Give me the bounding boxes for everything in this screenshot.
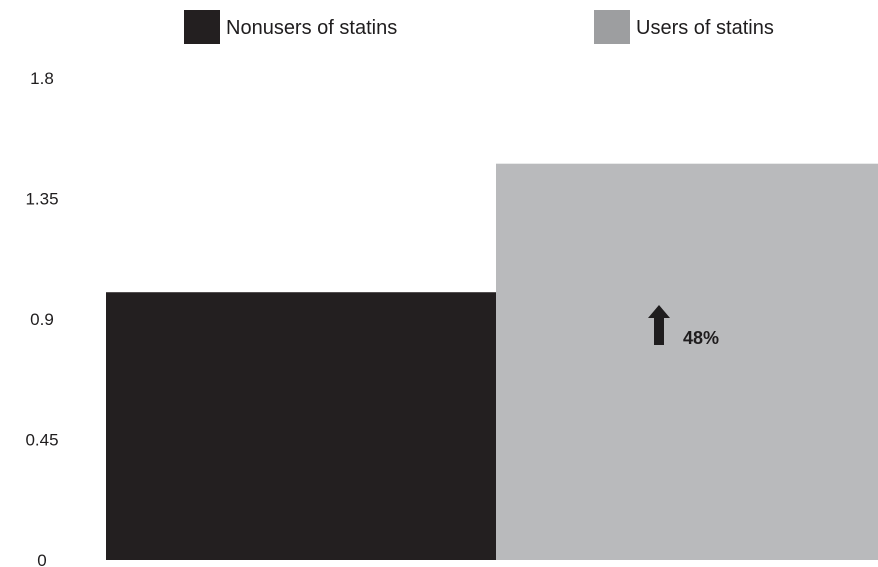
bar-nonusers [106,292,496,560]
legend-swatch-nonusers [184,10,220,44]
y-tick-label: 0.9 [30,310,54,329]
y-tick-label: 0 [37,551,46,567]
y-tick-label: 0.45 [25,431,58,450]
bar-users [496,163,878,560]
annotation: 48% [648,305,719,348]
bars [106,163,878,560]
legend-label-users: Users of statins [636,17,774,39]
y-tick-label: 1.35 [25,190,58,209]
annotation-text: 48% [683,328,719,348]
legend-label-nonusers: Nonusers of statins [226,17,397,39]
legend: Nonusers of statins Users of statins [184,10,774,44]
legend-swatch-users [594,10,630,44]
up-arrow-icon [648,305,670,345]
y-tick-label: 1.8 [30,69,54,88]
y-axis: 0 0.45 0.9 1.35 1.8 [25,69,58,567]
